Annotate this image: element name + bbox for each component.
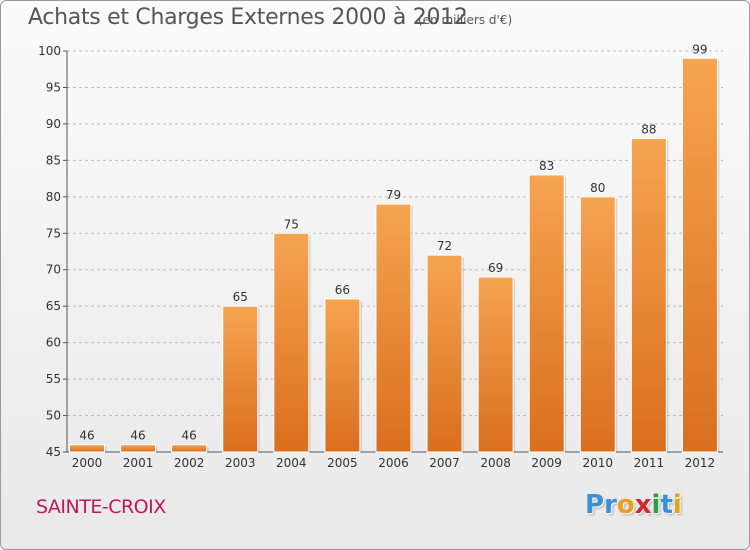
y-tick-label: 50: [46, 409, 61, 423]
bar: [69, 444, 105, 453]
y-tick-label: 85: [46, 153, 61, 167]
x-tick-label: 2011: [634, 456, 665, 470]
logo-letter: P: [585, 490, 605, 520]
bar-value-label: 79: [386, 188, 401, 202]
x-tick-label: 2012: [685, 456, 716, 470]
bar: [273, 232, 310, 453]
bar-value-label: 69: [488, 261, 503, 275]
y-tick-label: 65: [46, 299, 61, 313]
chart-title: Achats et Charges Externes 2000 à 2012: [28, 5, 468, 30]
logo-letter: r: [604, 490, 617, 520]
bars: [69, 57, 720, 453]
commune-name: SAINTE-CROIX: [36, 496, 166, 518]
x-tick-label: 2008: [480, 456, 511, 470]
y-tick-label: 60: [46, 336, 61, 350]
x-tick-label: 2001: [123, 456, 154, 470]
bar: [630, 137, 667, 453]
y-tick-label: 75: [46, 226, 61, 240]
bar-value-label: 80: [590, 181, 605, 195]
bar: [375, 203, 412, 453]
bar: [579, 196, 616, 453]
bar: [477, 276, 514, 453]
y-tick-label: 100: [38, 44, 61, 58]
bar: [222, 305, 259, 453]
y-tick-label: 80: [46, 190, 61, 204]
y-tick-label: 90: [46, 117, 61, 131]
x-tick-label: 2002: [174, 456, 205, 470]
x-tick-label: 2004: [276, 456, 307, 470]
bar-value-label: 88: [641, 122, 656, 136]
logo-letter: x: [634, 490, 652, 520]
x-tick-label: 2006: [378, 456, 409, 470]
proxiti-logo[interactable]: Proxiti: [585, 490, 682, 520]
chart-subtitle: (en milliers d'€): [418, 13, 513, 27]
bar-value-label: 99: [692, 42, 707, 56]
bar-value-label: 65: [233, 290, 248, 304]
x-tick-label: 2003: [225, 456, 256, 470]
bar-value-label: 75: [284, 217, 299, 231]
y-tick-label: 95: [46, 80, 61, 94]
logo-letter: o: [616, 490, 635, 520]
bar-value-label: 46: [182, 429, 197, 443]
bar-value-label: 66: [335, 283, 350, 297]
bar-value-label: 46: [130, 429, 145, 443]
x-tick-label: 2010: [582, 456, 613, 470]
x-tick-label: 2005: [327, 456, 358, 470]
bar: [171, 444, 208, 453]
bar: [528, 174, 565, 453]
y-tick-label: 45: [46, 445, 61, 459]
bar: [681, 57, 718, 453]
bar-value-label: 46: [79, 429, 94, 443]
bar-value-label: 83: [539, 159, 554, 173]
x-tick-label: 2000: [72, 456, 103, 470]
x-tick-label: 2007: [429, 456, 460, 470]
x-tick-label: 2009: [531, 456, 562, 470]
y-tick-label: 70: [46, 263, 61, 277]
logo-letter: t: [660, 490, 673, 520]
bar-value-label: 72: [437, 239, 452, 253]
bar: [120, 444, 157, 453]
logo-letter: i: [672, 490, 682, 520]
labels: 45 50 55 60 65 70 75 80 85 90 95 100 46 2000 46 2001 46 2…: [38, 42, 715, 470]
bar: [426, 254, 463, 453]
y-tick-label: 55: [46, 372, 61, 386]
logo-letter: i: [651, 490, 661, 520]
bar: [324, 298, 361, 453]
